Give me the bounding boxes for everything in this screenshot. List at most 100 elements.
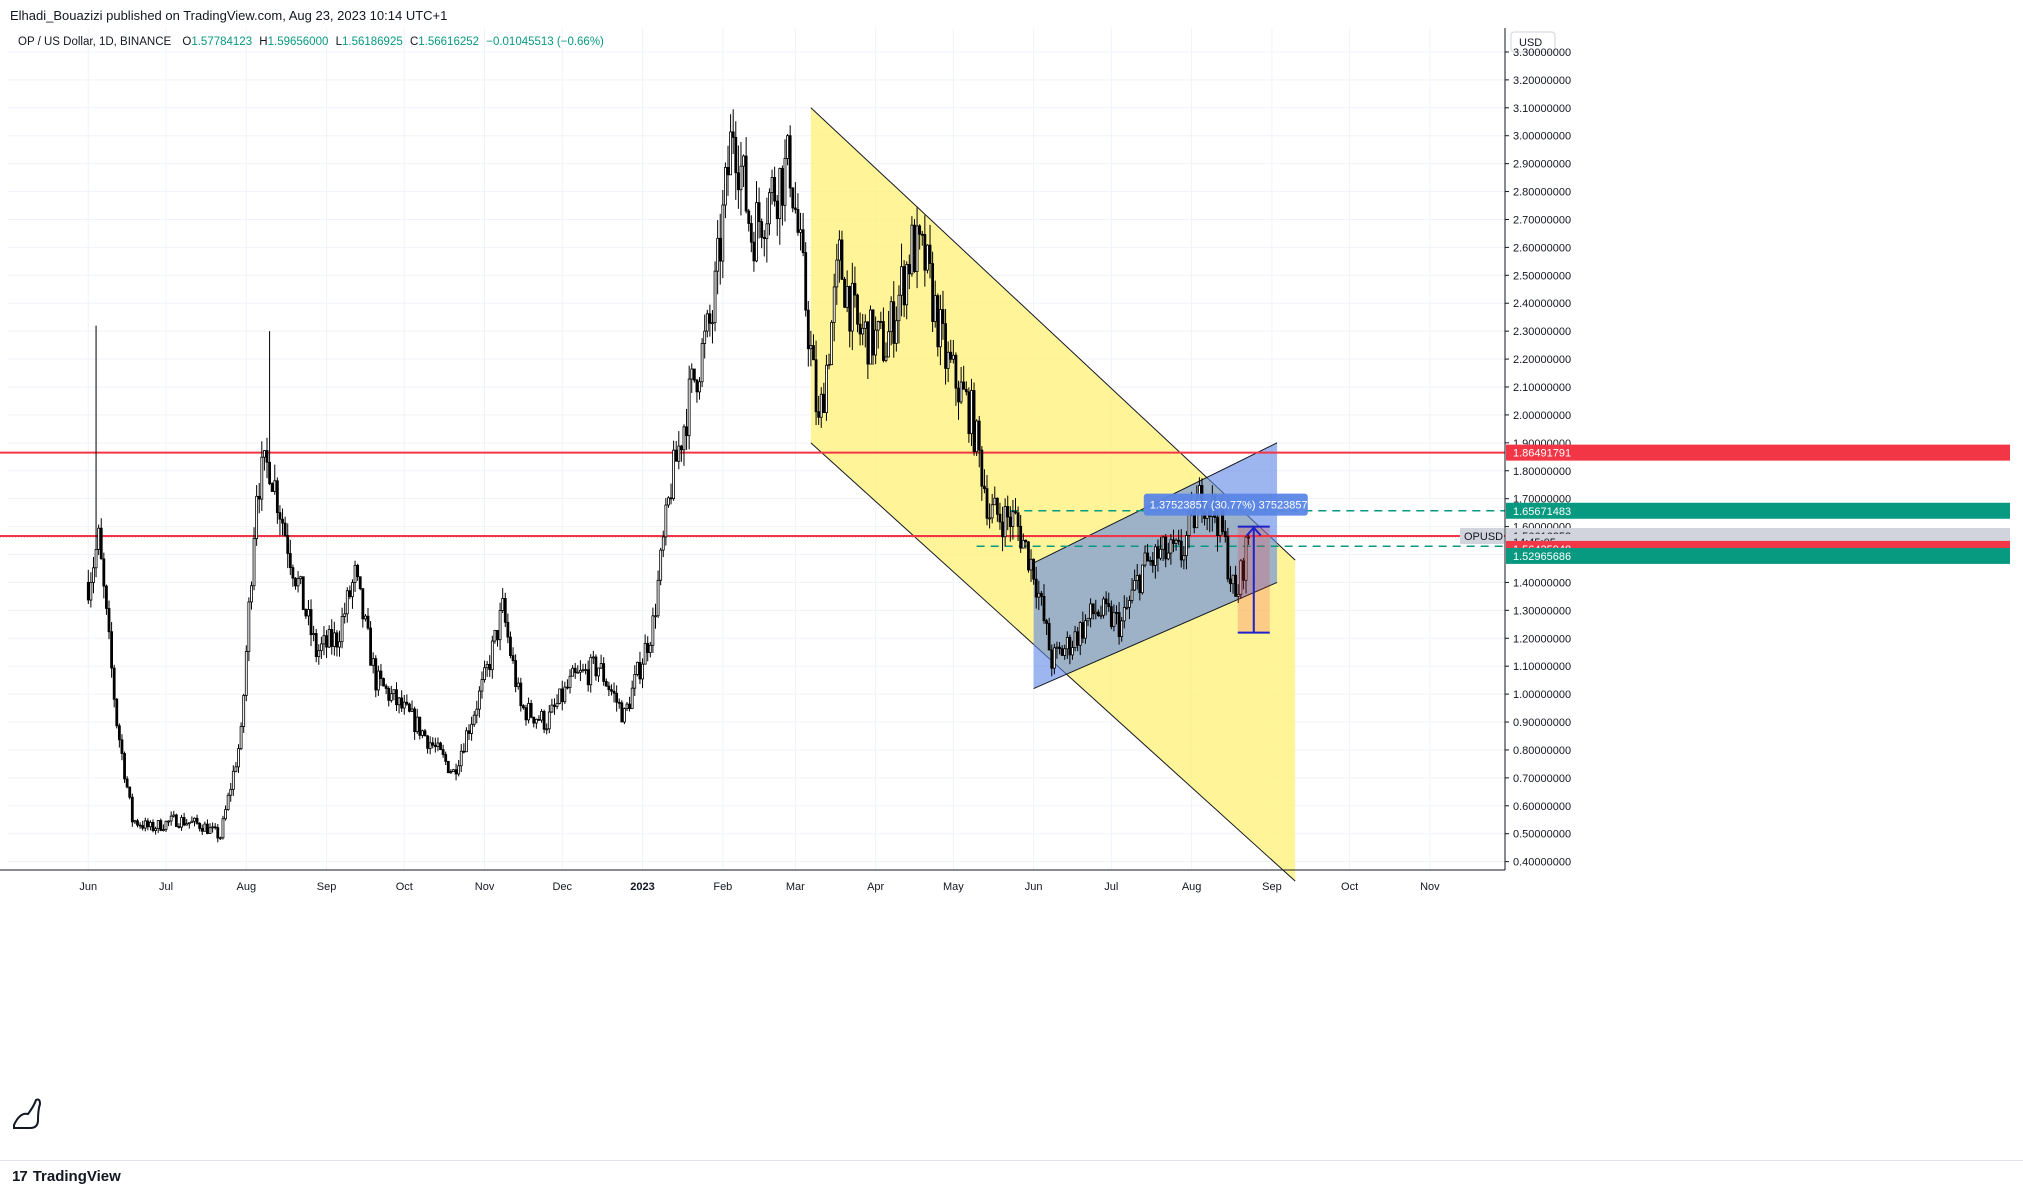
candle-body (755, 202, 758, 262)
candle-body (778, 168, 782, 220)
candle-body (1120, 620, 1124, 637)
time-tick-label: Sep (317, 881, 337, 893)
candle-body (97, 527, 101, 550)
candle-body (211, 826, 215, 829)
dino-icon[interactable] (13, 1098, 42, 1129)
candle-body (395, 689, 398, 706)
candle-body (418, 716, 422, 736)
candle-body (364, 615, 367, 620)
candle-body (115, 698, 119, 727)
candle-body (1024, 539, 1028, 543)
candle-body (840, 239, 844, 280)
candle-body (524, 707, 528, 721)
candle-body (910, 224, 914, 275)
candle-body (641, 663, 644, 680)
candle-body (926, 244, 929, 271)
candle-body (185, 823, 189, 826)
candle-body (1014, 511, 1017, 514)
tradingview-brand[interactable]: 17 TradingView (12, 1168, 121, 1185)
candle-body (1042, 595, 1046, 622)
candle-body (635, 661, 639, 675)
candle-body (995, 497, 999, 515)
time-tick-label: Aug (236, 881, 256, 893)
candle-body (1099, 614, 1103, 617)
candle-body (664, 504, 668, 538)
candle-body (845, 286, 849, 308)
candle-body (931, 263, 935, 322)
price-tick-label: 2.00000000 (1513, 410, 1571, 422)
candle-body (923, 234, 927, 271)
candle-body (944, 323, 947, 369)
candle-body (874, 329, 878, 356)
candle-body (801, 229, 805, 254)
time-tick-label: Jun (79, 881, 97, 893)
candle-body (827, 364, 831, 367)
candle-body (397, 697, 401, 706)
candle-body (1076, 631, 1080, 646)
candle-body (405, 701, 409, 705)
candle-body (527, 703, 530, 721)
candle-body (198, 822, 202, 829)
candle-body (348, 590, 352, 598)
candle-body (1008, 516, 1012, 528)
candle-body (1045, 620, 1048, 624)
candle-body (374, 658, 378, 691)
time-axis[interactable]: Jun Jul Aug Sep Oct Nov Dec 2023 Feb Mar Apr May Jun… (0, 869, 1505, 893)
candle-body (1122, 607, 1126, 622)
price-label: 1.52965686 (1513, 551, 1571, 563)
candle-body (856, 294, 859, 325)
candle-body (594, 656, 598, 677)
time-tick-label: 2023 (630, 881, 654, 893)
candle-body (672, 449, 676, 499)
candle-body (959, 381, 963, 403)
candle-body (490, 640, 494, 671)
time-tick-label: Oct (396, 881, 413, 893)
candle-body (1019, 525, 1023, 549)
candle-body (299, 576, 303, 580)
candle-body (1052, 647, 1056, 669)
legend-symbol: OP / US Dollar, 1D, BINANCE (18, 36, 171, 48)
candle-body (661, 536, 665, 551)
candle-body (571, 667, 575, 677)
candle-body (698, 381, 701, 393)
candle-body (762, 237, 766, 240)
candle-body (967, 391, 971, 435)
candle-body (1073, 631, 1077, 648)
candle-body (610, 689, 613, 692)
price-label-box (1506, 444, 2010, 461)
candle-body (1065, 637, 1069, 650)
candle-body (866, 321, 870, 365)
candle-body (667, 497, 670, 506)
candle-body (1001, 521, 1004, 538)
candle-body (449, 771, 453, 774)
candle-body (793, 207, 797, 210)
price-tick-label: 2.60000000 (1513, 242, 1571, 254)
candle-body (1138, 575, 1142, 594)
candle-body (177, 826, 181, 828)
tradingview-logo-icon: 17 (12, 1168, 28, 1185)
candle-body (1086, 617, 1090, 622)
candle-body (1216, 517, 1219, 537)
candle-body (506, 621, 510, 638)
candle-body (159, 820, 163, 831)
candle-body (980, 449, 984, 487)
time-tick-label: Jul (159, 881, 173, 893)
candle-body (1068, 637, 1072, 656)
candle-body (330, 629, 334, 647)
candle-body (933, 295, 937, 322)
candle-body (850, 282, 854, 332)
price-tick-label: 2.90000000 (1513, 159, 1571, 171)
candle-body (1130, 589, 1134, 601)
candle-body (1146, 552, 1149, 562)
candle-body (1153, 546, 1157, 566)
candle-body (1135, 575, 1139, 581)
candle-body (734, 136, 738, 174)
candle-body (410, 708, 414, 712)
candle-body (275, 480, 279, 514)
candle-body (669, 497, 673, 500)
candle-body (195, 817, 199, 824)
price-chart[interactable]: 1.37523857 (30.77%) 37523857 USD3.300000… (0, 0, 2023, 1160)
candle-body (679, 445, 683, 451)
candle-body (907, 264, 911, 275)
